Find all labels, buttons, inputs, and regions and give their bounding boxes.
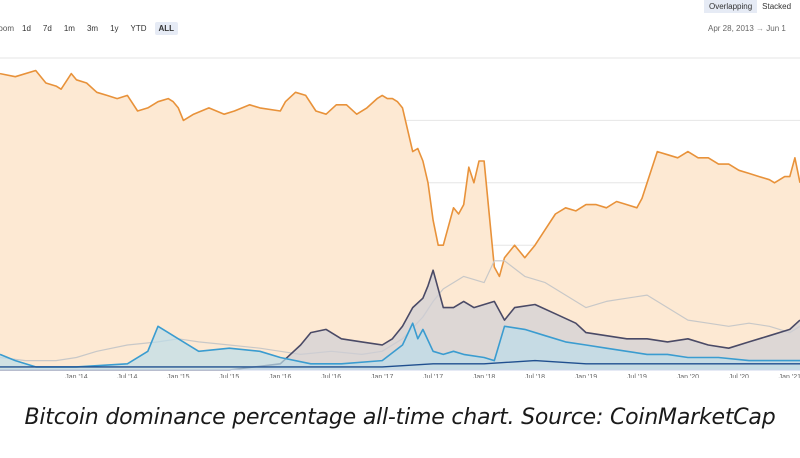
stacked-button[interactable]: Stacked [762,2,792,11]
zoom-all-button[interactable]: ALL [154,21,179,35]
series-area-blue [0,323,800,370]
zoom-3m-button[interactable]: 3m [86,23,99,33]
x-tick-label: Jan '14 [65,374,87,378]
x-tick-label: Jul '15 [219,374,239,378]
series-area-eth [0,270,800,370]
zoom-ytd-button[interactable]: YTD [130,23,147,33]
date-range-to[interactable]: Jun 1 [766,24,786,33]
x-tick-label: Jan '21 [779,374,800,378]
figure-caption: Bitcoin dominance percentage all-time ch… [24,405,776,430]
x-tick-label: Jul '17 [423,374,443,378]
zoom-1d-button[interactable]: 1d [22,23,31,33]
series-line-dark_blue [0,359,800,368]
zoom-label: Zoom [0,23,14,33]
x-tick-label: Jan '20 [677,374,699,378]
date-range-from[interactable]: Apr 28, 2013 [708,24,754,33]
zoom-1m-button[interactable]: 1m [63,23,75,33]
dominance-chart: Jan '14 Jul '14 Jan '15 Jul '15 Jan '16 Jul '… [0,57,800,378]
zoom-7d-button[interactable]: 7d [42,23,52,33]
date-range[interactable]: Apr 28, 2013 → Jun 1 [708,24,786,33]
series-area-btc [0,70,800,370]
x-tick-label: Jul '16 [321,374,341,378]
x-tick-label: Jul '14 [117,374,137,378]
x-tick-label: Jan '18 [473,374,495,378]
series-line-eth [0,269,800,371]
x-tick-label: Jan '17 [371,374,393,378]
x-tick-label: Jan '15 [167,374,189,378]
series-line-btc [0,69,800,278]
zoom-toolbar: Zoom 1d 7d 1m 3m 1y YTD ALL [0,20,182,36]
zoom-1y-button[interactable]: 1y [110,23,119,33]
overlapping-button[interactable]: Overlapping [704,0,758,13]
chart-mode-toggle: Overlapping Stacked [704,0,796,13]
series-line-blue [0,322,800,368]
x-tick-label: Jul '20 [729,374,749,378]
date-range-separator: → [756,24,765,33]
x-tick-label: Jan '19 [575,374,597,378]
x-tick-label: Jan '16 [269,374,291,378]
x-tick-label: Jul '18 [525,374,545,378]
x-tick-label: Jul '19 [627,374,647,378]
